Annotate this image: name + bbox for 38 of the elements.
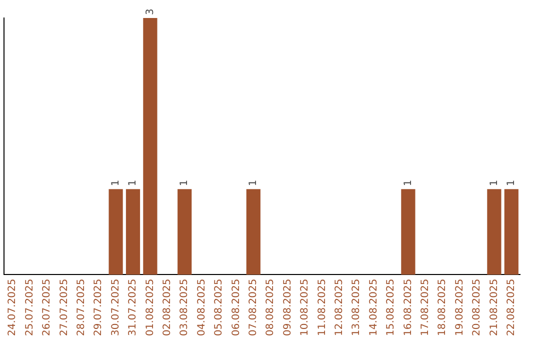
x-tick-label: 20.08.2025 [472,278,483,336]
data-label: 1 [179,180,190,186]
x-tick-label: 15.08.2025 [386,278,397,336]
x-tick-label: 02.08.2025 [162,278,173,336]
x-tick-label: 07.08.2025 [248,278,259,336]
x-tick-label: 12.08.2025 [334,278,345,336]
x-tick-label: 24.07.2025 [7,278,18,336]
x-tick-label: 14.08.2025 [368,278,380,336]
x-tick-label: 29.07.2025 [93,278,104,336]
x-tick-label: 18.08.2025 [437,278,448,336]
x-tick-label: 28.07.2025 [76,278,87,336]
x-tick-label: 30.07.2025 [110,278,122,336]
x-tick-label: 08.08.2025 [265,278,276,336]
data-label: 1 [402,180,414,186]
x-tick-label: 06.08.2025 [230,278,242,336]
data-label: 1 [128,180,139,186]
x-tick-label: 05.08.2025 [214,278,225,336]
data-label: 1 [506,180,517,186]
x-tick-label: 19.08.2025 [454,278,466,336]
x-tick-label: 25.07.2025 [24,278,36,336]
x-tick-label: 10.08.2025 [300,278,311,336]
x-tick-label: 01.08.2025 [144,278,156,336]
x-tick-label: 17.08.2025 [420,278,431,336]
x-tick-label: 26.07.2025 [42,278,53,336]
x-tick-label: 16.08.2025 [402,278,414,336]
data-label: 1 [488,180,500,186]
data-label: 3 [144,8,156,15]
x-tick-label: 13.08.2025 [351,278,362,336]
x-tick-label: 27.07.2025 [58,278,70,336]
x-tick-label: 31.07.2025 [128,278,139,336]
x-tick-label: 21.08.2025 [488,278,500,336]
x-tick-label: 09.08.2025 [282,278,294,336]
data-label: 1 [248,180,259,186]
x-tick-label: 11.08.2025 [316,278,328,336]
x-tick-label: 04.08.2025 [196,278,208,336]
x-tick-label: 22.08.2025 [506,278,517,336]
x-tick-label: 03.08.2025 [179,278,190,336]
data-label: 1 [110,180,122,186]
